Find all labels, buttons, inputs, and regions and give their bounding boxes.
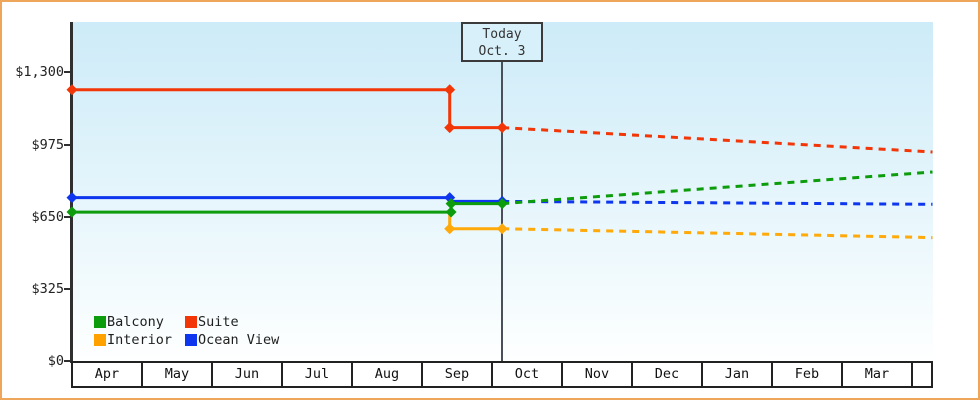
y-axis-label: $0	[47, 353, 64, 369]
legend-label: Ocean View	[198, 332, 280, 348]
y-axis-label: $325	[31, 281, 64, 297]
month-cell-sep: Sep	[423, 363, 493, 386]
month-cell-nov: Nov	[563, 363, 633, 386]
y-axis-tick	[64, 144, 71, 146]
month-cell-feb: Feb	[773, 363, 843, 386]
legend-item-ocean-view: Ocean View	[185, 331, 279, 349]
today-annotation: Today Oct. 3	[461, 22, 543, 62]
y-axis-tick	[64, 216, 71, 218]
balcony-swatch-icon	[94, 316, 106, 328]
y-axis-tick	[64, 71, 71, 73]
today-marker-line	[501, 61, 503, 363]
legend-item-suite: Suite	[185, 313, 279, 331]
month-cell-mar: Mar	[843, 363, 913, 386]
month-cell-dec: Dec	[633, 363, 703, 386]
legend-item-balcony: Balcony	[94, 313, 185, 331]
month-cell-jan: Jan	[703, 363, 773, 386]
month-cell-aug: Aug	[353, 363, 423, 386]
month-cell-oct: Oct	[493, 363, 563, 386]
y-axis-tick	[64, 360, 71, 362]
month-cell-partial	[913, 363, 931, 386]
legend: Balcony Suite Interior Ocean View	[94, 313, 279, 349]
today-annotation-line2: Oct. 3	[478, 44, 526, 59]
y-axis-label: $650	[31, 209, 64, 225]
month-cell-jul: Jul	[283, 363, 353, 386]
month-axis: Apr May Jun Jul Aug Sep Oct Nov Dec Jan …	[71, 361, 933, 388]
legend-label: Suite	[198, 314, 239, 330]
legend-item-interior: Interior	[94, 331, 185, 349]
month-cell-may: May	[143, 363, 213, 386]
y-axis	[70, 22, 73, 363]
legend-label: Interior	[107, 332, 173, 348]
y-axis-tick	[64, 288, 71, 290]
plot-area	[73, 22, 933, 361]
y-axis-label: $975	[31, 137, 64, 153]
month-cell-jun: Jun	[213, 363, 283, 386]
suite-swatch-icon	[185, 316, 197, 328]
ocean-view-swatch-icon	[185, 334, 197, 346]
legend-label: Balcony	[107, 314, 164, 330]
today-annotation-line1: Today	[482, 27, 522, 42]
interior-swatch-icon	[94, 334, 106, 346]
y-axis-label: $1,300	[15, 64, 64, 80]
month-cell-apr: Apr	[73, 363, 143, 386]
